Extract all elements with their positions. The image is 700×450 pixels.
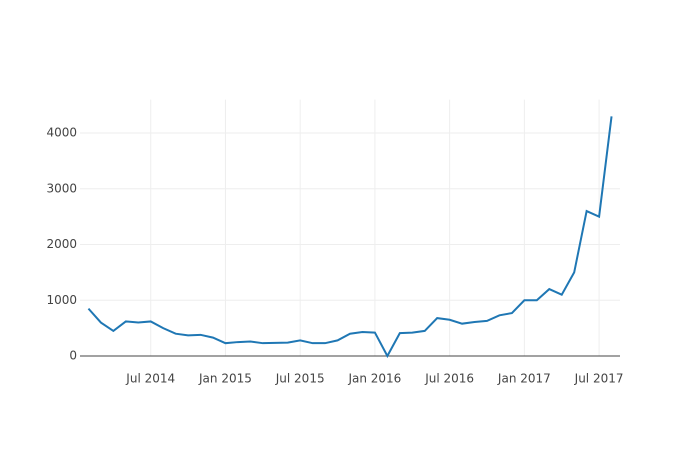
x-tick-label: Jan 2017 <box>497 372 551 386</box>
x-tick-label: Jan 2015 <box>198 372 252 386</box>
y-tick-label: 2000 <box>46 237 77 251</box>
y-tick-label: 3000 <box>46 181 77 195</box>
x-tick-label: Jul 2015 <box>275 372 325 386</box>
x-tick-label: Jul 2016 <box>424 372 474 386</box>
x-tick-label: Jan 2016 <box>347 372 401 386</box>
y-tick-label: 0 <box>69 349 77 363</box>
y-tick-label: 1000 <box>46 293 77 307</box>
y-tick-label: 4000 <box>46 126 77 140</box>
x-tick-label: Jul 2017 <box>574 372 624 386</box>
line <box>87 116 613 359</box>
x-tick-label: Jul 2014 <box>125 372 175 386</box>
